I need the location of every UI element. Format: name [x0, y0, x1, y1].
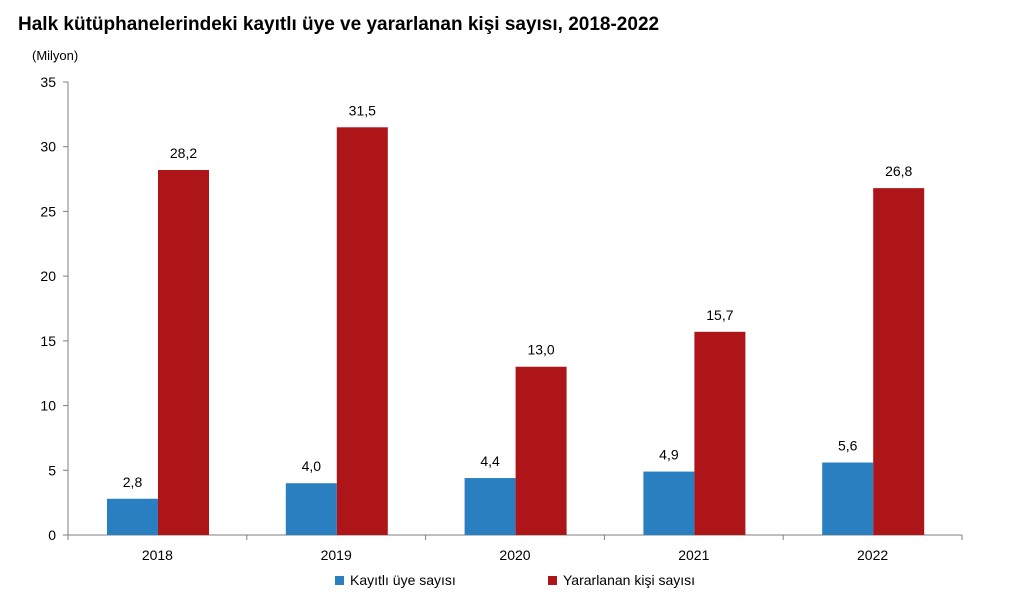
x-tick-label: 2021: [678, 547, 709, 563]
bar-registered-members: [643, 471, 695, 535]
x-tick-label: 2018: [142, 547, 173, 563]
legend-item-registered-members: Kayıtlı üye sayısı: [335, 572, 456, 588]
data-label: 2,8: [123, 474, 143, 490]
data-label: 4,9: [659, 447, 679, 463]
chart-legend: Kayıtlı üye sayısı Yararlanan kişi sayıs…: [0, 572, 1014, 594]
bar-beneficiaries: [873, 188, 925, 536]
chart-title: Halk kütüphanelerindeki kayıtlı üye ve y…: [18, 14, 660, 35]
x-tick-label: 2022: [857, 547, 888, 563]
data-label: 15,7: [706, 307, 733, 323]
data-label: 4,0: [302, 458, 322, 474]
legend-item-beneficiaries: Yararlanan kişi sayısı: [548, 572, 695, 588]
data-label: 26,8: [885, 163, 912, 179]
data-label: 5,6: [838, 438, 858, 454]
legend-swatch-registered-members: [335, 575, 344, 585]
legend-swatch-beneficiaries: [548, 575, 557, 585]
y-axis-unit-label: (Milyon): [32, 48, 79, 63]
y-tick-label: 5: [48, 462, 56, 478]
y-tick-label: 30: [40, 139, 56, 155]
bar-registered-members: [822, 462, 874, 535]
legend-label-registered-members: Kayıtlı üye sayısı: [350, 572, 456, 588]
y-tick-label: 0: [48, 527, 56, 543]
bar-beneficiaries: [694, 331, 746, 535]
bar-beneficiaries: [336, 127, 388, 536]
y-tick-label: 35: [40, 74, 56, 90]
data-label: 31,5: [349, 102, 376, 118]
data-label: 13,0: [527, 342, 554, 358]
bar-beneficiaries: [158, 170, 209, 536]
x-tick-label: 2019: [321, 547, 352, 563]
y-tick-label: 15: [40, 333, 56, 349]
bar-beneficiaries: [515, 366, 567, 535]
bar-registered-members: [107, 498, 158, 535]
y-tick-label: 20: [40, 268, 56, 284]
data-label: 4,4: [480, 453, 500, 469]
x-tick-label: 2020: [499, 547, 530, 563]
data-label: 28,2: [170, 145, 197, 161]
bar-registered-members: [464, 478, 516, 535]
bar-registered-members: [285, 483, 337, 535]
legend-label-beneficiaries: Yararlanan kişi sayısı: [563, 572, 696, 588]
y-tick-label: 25: [40, 203, 56, 219]
y-tick-label: 10: [40, 398, 56, 414]
